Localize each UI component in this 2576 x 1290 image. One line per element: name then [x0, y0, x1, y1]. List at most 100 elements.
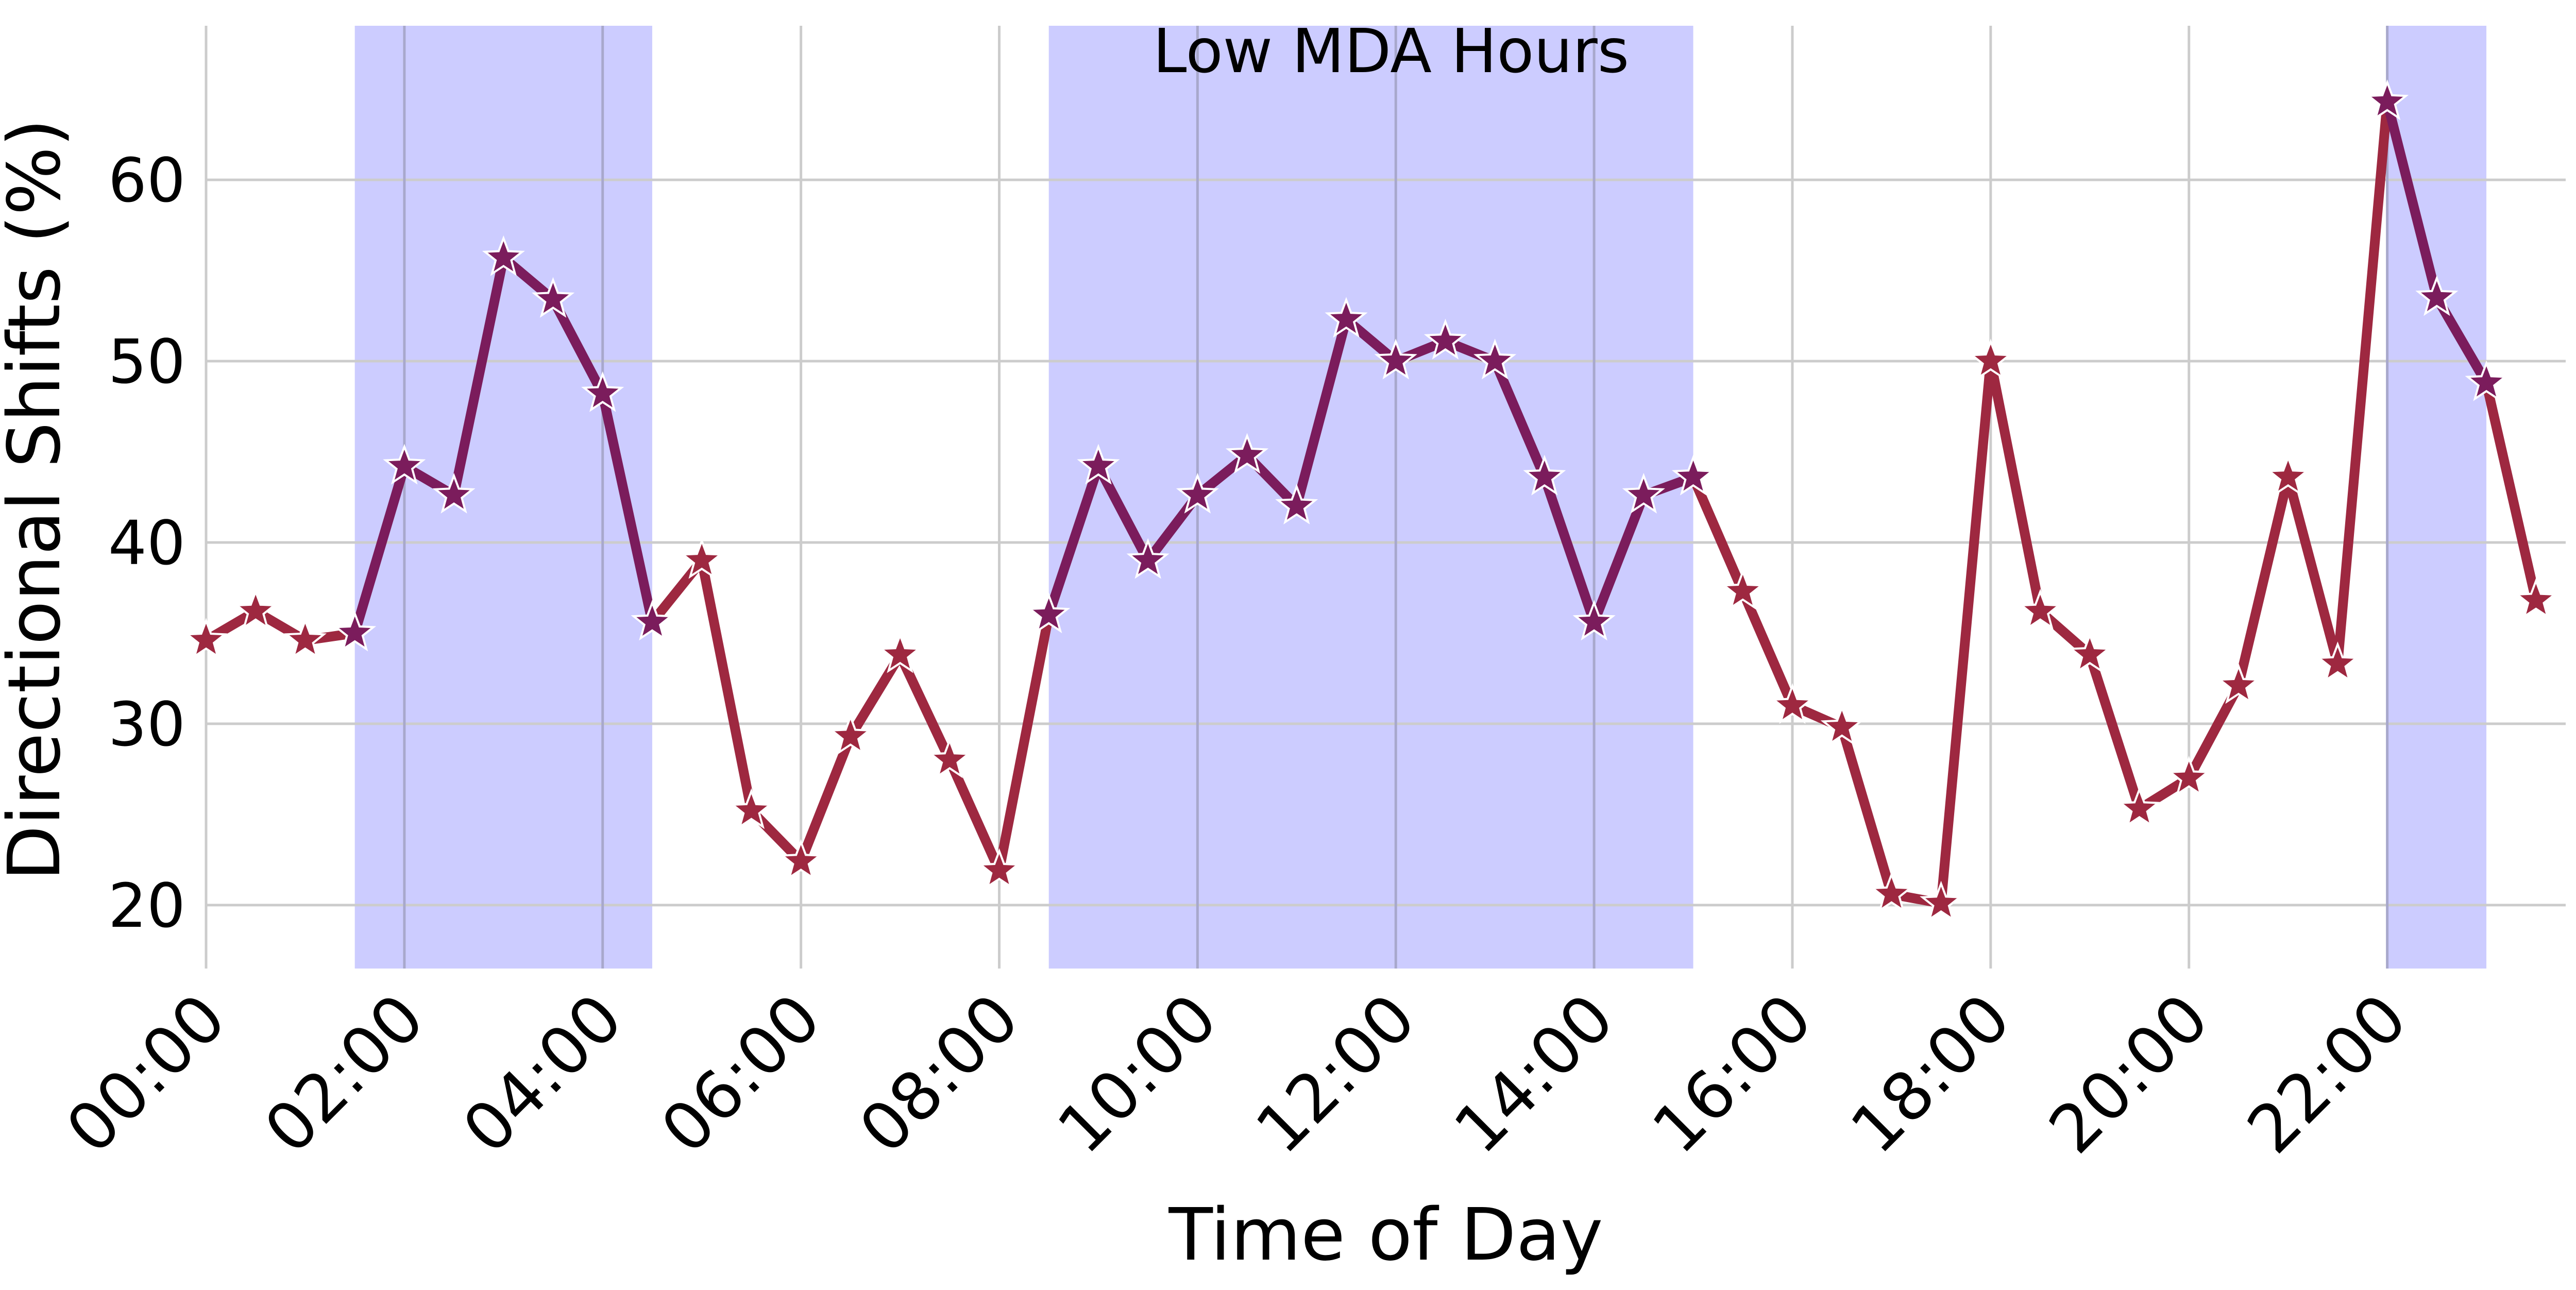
- line-segment-16: [994, 610, 1054, 876]
- data-point-12: [779, 839, 823, 880]
- data-point-34: [1870, 871, 1913, 913]
- data-point-19: [1126, 538, 1170, 579]
- line-segment-17: [1044, 461, 1104, 620]
- line-segment-14: [895, 650, 955, 765]
- line-segment-41: [2233, 472, 2293, 691]
- data-point-17: [1027, 592, 1071, 634]
- data-point-41: [2217, 663, 2260, 704]
- line-segment-8: [598, 388, 657, 627]
- line-segment-42: [2283, 472, 2343, 669]
- data-point-2: [283, 618, 327, 659]
- line-segment-27: [1539, 472, 1599, 627]
- data-point-28: [1572, 600, 1616, 641]
- data-point-40: [2167, 755, 2211, 796]
- data-point-6: [482, 235, 525, 276]
- x-tick-label-11: 22:00: [2233, 980, 2421, 1168]
- data-point-38: [2068, 632, 2111, 673]
- y-tick-label-60: 60: [108, 145, 185, 216]
- line-segment-15: [944, 755, 1004, 876]
- line-segment-10: [697, 555, 756, 816]
- data-point-8: [581, 371, 624, 412]
- data-point-1: [234, 588, 277, 630]
- data-point-11: [730, 788, 773, 829]
- data-point-24: [1374, 338, 1417, 380]
- y-tick-label-20: 20: [108, 870, 185, 941]
- y-axis-label: Directional Shifts (%): [0, 118, 77, 881]
- y-tick-label-50: 50: [108, 326, 185, 397]
- line-segment-43: [2332, 97, 2393, 669]
- x-tick-label-1: 02:00: [250, 980, 439, 1168]
- data-point-26: [1473, 338, 1517, 380]
- data-point-10: [680, 538, 723, 579]
- data-point-46: [2465, 360, 2508, 401]
- line-segment-46: [2481, 378, 2541, 606]
- line-segment-7: [548, 294, 608, 399]
- data-point-35: [1920, 880, 1963, 922]
- data-point-16: [977, 848, 1021, 889]
- data-point-39: [2117, 786, 2161, 827]
- grid-lines: [205, 26, 2566, 969]
- x-tick-label-8: 16:00: [1638, 980, 1827, 1168]
- x-tick-label-7: 14:00: [1440, 980, 1629, 1168]
- x-tick-label-9: 18:00: [1837, 980, 2025, 1168]
- data-point-45: [2415, 275, 2459, 316]
- y-tick-label-30: 30: [108, 689, 185, 760]
- data-point-33: [1820, 705, 1863, 746]
- line-segment-36: [1986, 356, 2045, 617]
- line-segment-22: [1292, 314, 1351, 512]
- data-point-25: [1423, 318, 1467, 360]
- data-point-42: [2266, 454, 2310, 496]
- data-point-44: [2366, 79, 2409, 121]
- line-segment-40: [2184, 681, 2244, 783]
- line-segment-31: [1738, 586, 1798, 711]
- data-point-15: [928, 737, 971, 778]
- data-point-3: [333, 610, 377, 652]
- data-point-0: [184, 618, 228, 659]
- data-point-13: [829, 714, 872, 755]
- line-segment-44: [2382, 97, 2442, 303]
- line-segment-38: [2084, 650, 2145, 814]
- x-tick-label-5: 10:00: [1043, 980, 1232, 1168]
- data-point-27: [1523, 454, 1566, 496]
- line-segment-30: [1688, 472, 1748, 597]
- shaded-region-1: [1048, 26, 1693, 969]
- data-point-7: [531, 277, 575, 318]
- data-point-30: [1671, 454, 1715, 496]
- shade-annotation: Low MDA Hours: [1153, 15, 1629, 87]
- data-point-20: [1176, 472, 1219, 514]
- data-point-23: [1325, 297, 1368, 338]
- line-segment-3: [350, 461, 410, 638]
- series-markers: [184, 79, 2557, 922]
- data-point-32: [1771, 683, 1814, 724]
- x-tick-label-2: 04:00: [448, 980, 637, 1168]
- y-tick-label-40: 40: [108, 507, 185, 579]
- line-segment-26: [1490, 356, 1550, 482]
- line-segment-35: [1936, 356, 1996, 908]
- data-point-22: [1275, 483, 1318, 524]
- x-axis-label: Time of Day: [1168, 1193, 1603, 1277]
- x-tick-label-10: 20:00: [2035, 980, 2223, 1168]
- data-point-31: [1721, 569, 1765, 610]
- data-point-14: [878, 632, 922, 673]
- line-segment-5: [449, 252, 509, 500]
- data-point-5: [432, 472, 476, 514]
- data-point-47: [2514, 578, 2557, 619]
- line-segment-18: [1093, 461, 1153, 566]
- data-point-29: [1622, 472, 1665, 514]
- line-segment-33: [1837, 722, 1896, 899]
- x-tick-label-6: 12:00: [1242, 980, 1430, 1168]
- x-tick-label-4: 08:00: [845, 980, 1033, 1168]
- data-point-18: [1077, 444, 1120, 485]
- data-point-37: [2019, 588, 2062, 630]
- x-tick-label-3: 06:00: [647, 980, 835, 1168]
- line-segment-28: [1589, 490, 1649, 627]
- shaded-regions: [354, 26, 2487, 969]
- line-segment-12: [796, 732, 856, 867]
- data-point-21: [1225, 433, 1269, 474]
- x-tick-label-0: 00:00: [52, 980, 241, 1168]
- data-point-9: [631, 600, 674, 641]
- data-point-36: [1969, 338, 2012, 380]
- data-point-43: [2316, 641, 2359, 683]
